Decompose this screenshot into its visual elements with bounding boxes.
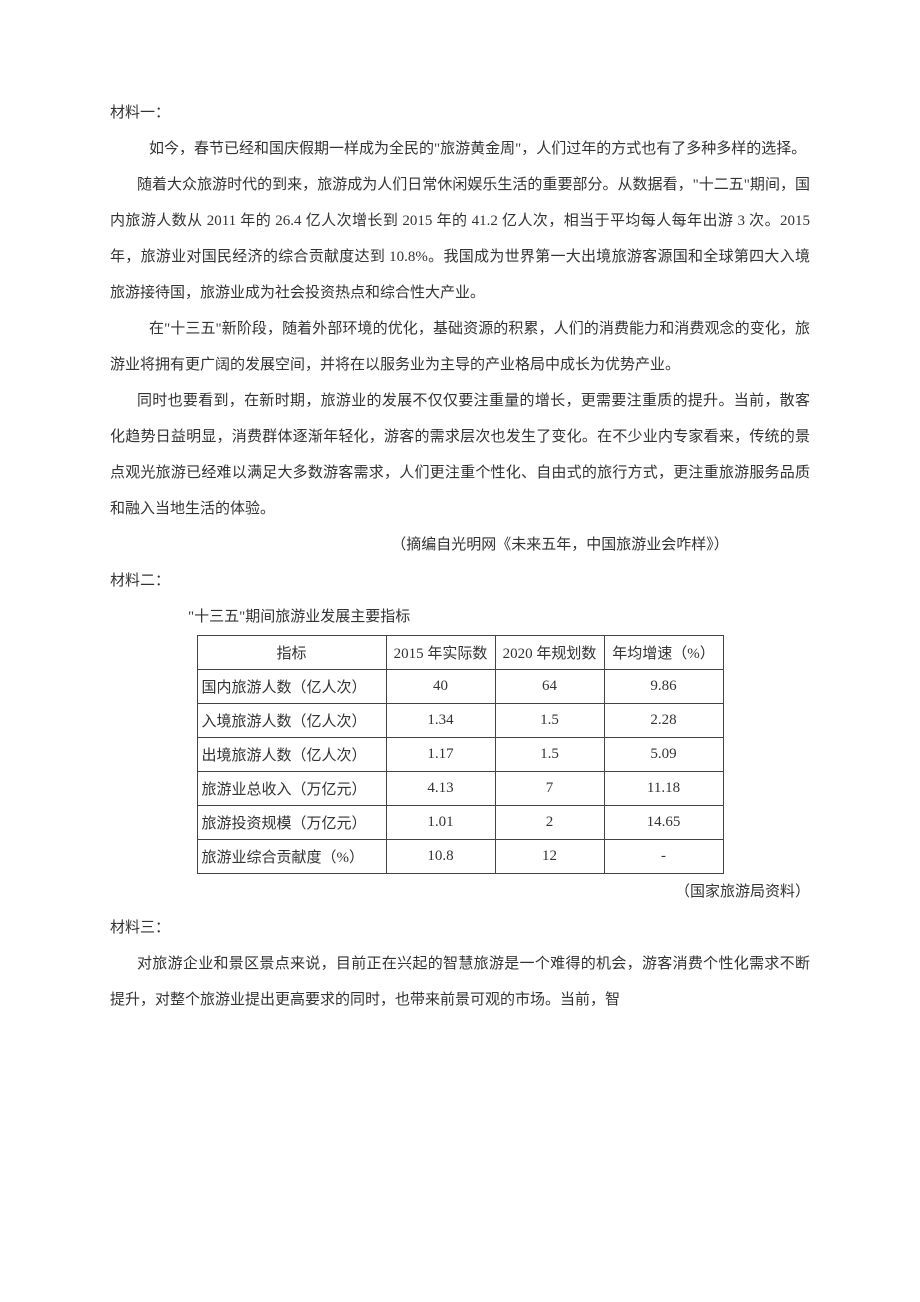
table-cell: 4.13 [386, 772, 495, 806]
material1-paragraph-2: 随着大众旅游时代的到来，旅游成为人们日常休闲娱乐生活的重要部分。从数据看，"十二… [110, 167, 810, 311]
table-cell: 9.86 [604, 670, 723, 704]
table-cell: 出境旅游人数（亿人次） [197, 738, 386, 772]
document-page: 材料一： 如今，春节已经和国庆假期一样成为全民的"旅游黄金周"，人们过年的方式也… [0, 0, 920, 1078]
material1-source: （摘编自光明网《未来五年，中国旅游业会咋样》） [110, 527, 810, 563]
table-body: 国内旅游人数（亿人次） 40 64 9.86 入境旅游人数（亿人次） 1.34 … [197, 670, 723, 874]
table-row: 旅游业综合贡献度（%） 10.8 12 - [197, 840, 723, 874]
table-row: 旅游业总收入（万亿元） 4.13 7 11.18 [197, 772, 723, 806]
table-cell: 40 [386, 670, 495, 704]
table-row: 国内旅游人数（亿人次） 40 64 9.86 [197, 670, 723, 704]
table-cell: 旅游业总收入（万亿元） [197, 772, 386, 806]
material2-heading: 材料二： [110, 563, 810, 599]
table-cell: 64 [495, 670, 604, 704]
material1-paragraph-3: 在"十三五"新阶段，随着外部环境的优化，基础资源的积累，人们的消费能力和消费观念… [110, 311, 810, 383]
table-cell: 12 [495, 840, 604, 874]
material3-heading: 材料三： [110, 910, 810, 946]
table-header-row: 指标 2015 年实际数 2020 年规划数 年均增速（%） [197, 636, 723, 670]
table-cell: 2.28 [604, 704, 723, 738]
material1-heading: 材料一： [110, 95, 810, 131]
material1-paragraph-4: 同时也要看到，在新时期，旅游业的发展不仅仅要注重量的增长，更需要注重质的提升。当… [110, 383, 810, 527]
table-header-cell: 年均增速（%） [604, 636, 723, 670]
table-cell: 10.8 [386, 840, 495, 874]
table-row: 旅游投资规模（万亿元） 1.01 2 14.65 [197, 806, 723, 840]
table-cell: 入境旅游人数（亿人次） [197, 704, 386, 738]
material1-paragraph-1: 如今，春节已经和国庆假期一样成为全民的"旅游黄金周"，人们过年的方式也有了多种多… [110, 131, 810, 167]
material3-paragraph-1: 对旅游企业和景区景点来说，目前正在兴起的智慧旅游是一个难得的机会，游客消费个性化… [110, 946, 810, 1018]
table-cell: 5.09 [604, 738, 723, 772]
table-cell: 7 [495, 772, 604, 806]
table-cell: 14.65 [604, 806, 723, 840]
table-cell: 1.5 [495, 704, 604, 738]
table-header-cell: 2015 年实际数 [386, 636, 495, 670]
table-cell: 1.5 [495, 738, 604, 772]
table-cell: 旅游业综合贡献度（%） [197, 840, 386, 874]
table-cell: 1.17 [386, 738, 495, 772]
table-row: 出境旅游人数（亿人次） 1.17 1.5 5.09 [197, 738, 723, 772]
table-cell: 1.34 [386, 704, 495, 738]
table-cell: 国内旅游人数（亿人次） [197, 670, 386, 704]
table-header-cell: 指标 [197, 636, 386, 670]
table-header-cell: 2020 年规划数 [495, 636, 604, 670]
table-row: 入境旅游人数（亿人次） 1.34 1.5 2.28 [197, 704, 723, 738]
table-cell: 1.01 [386, 806, 495, 840]
material2-source: （国家旅游局资料） [110, 874, 810, 910]
table-cell: 2 [495, 806, 604, 840]
table-cell: - [604, 840, 723, 874]
indicators-table: 指标 2015 年实际数 2020 年规划数 年均增速（%） 国内旅游人数（亿人… [197, 635, 724, 874]
material2-table-title: "十三五"期间旅游业发展主要指标 [110, 599, 810, 635]
table-cell: 旅游投资规模（万亿元） [197, 806, 386, 840]
table-cell: 11.18 [604, 772, 723, 806]
